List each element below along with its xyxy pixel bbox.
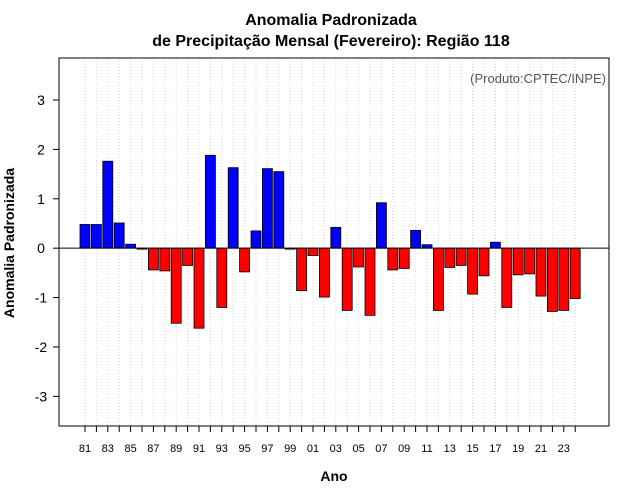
x-tick-label: 05 <box>352 443 364 455</box>
bar-03 <box>330 227 342 249</box>
x-tick-label: 83 <box>102 443 114 455</box>
x-tick-label: 95 <box>238 443 250 455</box>
bar-91 <box>193 247 205 329</box>
bar-92 <box>204 154 216 249</box>
x-tick-label: 07 <box>375 443 387 455</box>
bar-11 <box>421 244 433 249</box>
y-tick-label: 0 <box>37 240 45 256</box>
bar-93 <box>216 247 228 308</box>
bar-22 <box>547 247 558 312</box>
x-tick-label: 89 <box>170 443 182 455</box>
bar-23 <box>558 247 570 311</box>
x-tick-label: 15 <box>466 443 478 455</box>
x-tick-label: 85 <box>124 443 136 455</box>
x-tick-label: 11 <box>421 443 432 455</box>
x-tick-label: 17 <box>489 443 501 455</box>
x-tick-label: 19 <box>512 443 524 455</box>
bar-98 <box>273 171 285 249</box>
bar-82 <box>91 224 102 249</box>
bar-81 <box>79 224 91 249</box>
bar-05 <box>353 247 365 268</box>
chart-title: Anomalia Padronizada <box>245 12 417 29</box>
x-tick-label: 03 <box>330 443 342 455</box>
bars <box>79 154 581 329</box>
bar-15 <box>467 247 479 295</box>
bar-18 <box>501 247 513 308</box>
x-tick-label: 21 <box>535 443 547 455</box>
x-tick-label: 81 <box>79 443 91 455</box>
bar-08 <box>387 247 399 271</box>
bar-94 <box>227 167 239 249</box>
bar-97 <box>261 168 273 249</box>
bar-14 <box>455 247 467 266</box>
bar-04 <box>341 247 353 311</box>
y-tick-label: -2 <box>35 339 48 355</box>
x-tick-label: 01 <box>307 443 319 455</box>
y-axis-title: Anomalia Padronizada <box>1 168 17 318</box>
y-tick-label: 2 <box>37 141 45 157</box>
x-tick-label: 97 <box>261 443 273 455</box>
bar-90 <box>182 247 194 266</box>
x-tick-label: 13 <box>444 443 456 455</box>
bar-21 <box>535 247 547 297</box>
bar-95 <box>239 247 251 273</box>
bar-17 <box>489 241 501 249</box>
x-tick-label: 09 <box>398 443 410 455</box>
y-tick-label: -3 <box>35 388 48 404</box>
x-tick-label: 87 <box>147 443 159 455</box>
bar-13 <box>444 247 456 268</box>
grid-lines <box>84 58 576 426</box>
bar-02 <box>318 247 330 298</box>
bar-88 <box>159 247 171 272</box>
bar-00 <box>296 247 308 292</box>
x-tick-label: 99 <box>284 443 296 455</box>
bar-19 <box>512 247 524 276</box>
y-tick-label: -1 <box>35 290 48 306</box>
bar-20 <box>524 247 535 275</box>
bar-07 <box>375 202 387 249</box>
y-tick-label: 1 <box>37 191 45 207</box>
x-axis-title: Ano <box>320 468 347 484</box>
bar-16 <box>478 247 490 277</box>
plot-frame <box>58 57 610 427</box>
x-tick-label: 91 <box>193 443 205 455</box>
bar-89 <box>170 247 182 324</box>
x-axis: 81 83 85 87 89 91 93 95 97 99 01 03 05 07 09 11 13 15 17 19… <box>79 426 576 455</box>
bar-87 <box>147 247 159 271</box>
bar-12 <box>432 247 444 311</box>
chart-subtitle: de Precipitação Mensal (Fevereiro): Regi… <box>152 33 510 50</box>
x-tick-label: 23 <box>558 443 570 455</box>
bar-01 <box>307 247 319 256</box>
bar-24 <box>569 247 581 299</box>
bar-85 <box>125 243 136 249</box>
x-tick-label: 93 <box>216 443 228 455</box>
y-axis: -3 -2 -1 0 1 2 3 <box>35 92 59 404</box>
bar-83 <box>102 160 114 249</box>
bar-06 <box>364 247 376 316</box>
bar-84 <box>113 222 125 249</box>
y-tick-label: 3 <box>37 92 45 108</box>
credit-note: (Produto:CPTEC/INPE) <box>470 71 606 86</box>
bar-96 <box>250 230 262 249</box>
bar-10 <box>410 229 422 249</box>
bar-09 <box>398 247 410 269</box>
